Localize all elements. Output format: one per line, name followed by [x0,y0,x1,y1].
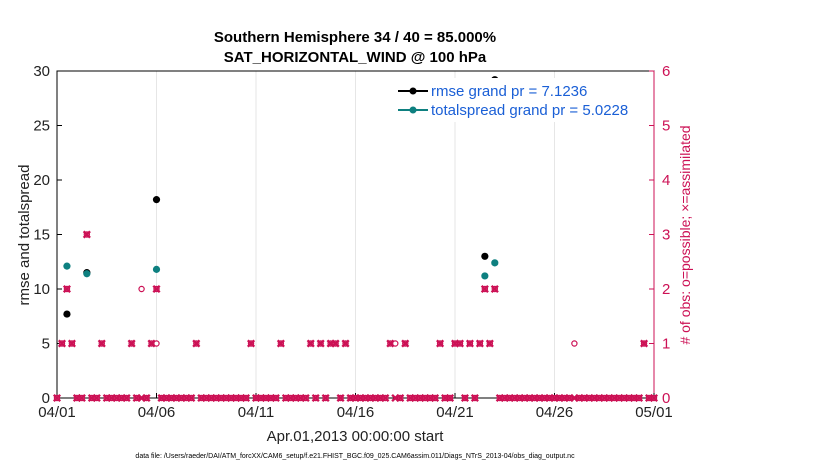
x-tick-label: 04/11 [238,404,274,421]
obs-assimilated-point [640,339,649,348]
obs-assimilated-point [381,393,390,403]
obs-possible-point [392,340,399,347]
totalspread-series [63,259,499,280]
y2-tick-label: 5 [662,118,670,135]
chart-title: Southern Hemisphere 34 / 40 = 85.000% [214,29,496,46]
obs-possible-point [571,340,578,347]
x-axis-label: Apr.01,2013 00:00:00 start [267,428,445,445]
y-tick-label: 0 [42,390,50,407]
y2-tick-label: 1 [662,336,670,353]
obs-assimilated-point [92,393,101,403]
y-tick-label: 10 [33,281,50,298]
data-file-footer: data file: /Users/raeder/DAI/ATM_forcXX/… [135,453,575,460]
x-tick-label: 04/16 [337,404,375,421]
y-tick-label: 5 [42,336,50,353]
legend-spread-label: totalspread grand pr = 5.0228 [431,102,628,119]
y2-tick-label: 2 [662,281,670,298]
obs-assimilated-point [455,339,465,348]
obs-assimilated-point [465,339,474,348]
y2-axis-label: # of obs: o=possible; ×=assimilated [677,125,693,344]
obs-assimilated-point [396,393,405,403]
obs-assimilated-point [386,339,395,348]
rmse-point [152,196,161,204]
obs-assimilated-point [52,393,62,403]
totalspread-point [83,270,91,278]
obs-assimilated-point [480,284,489,294]
y-tick-label: 20 [33,172,50,189]
rmse-point [481,252,489,260]
totalspread-point [63,262,71,270]
y-tick-label: 15 [33,227,50,244]
obs-assimilated-point [97,339,106,348]
obs-assimilated-point [67,339,76,348]
x-tick-label: 04/01 [38,404,76,421]
obs-assimilated-point [82,230,91,239]
obs-assimilated-point [122,393,131,403]
x-tick-label: 04/21 [436,404,474,421]
totalspread-point [491,259,499,267]
obs-possible-point [138,285,145,293]
obs-assimilated-point [192,339,201,348]
y-tick-label: 30 [33,63,50,80]
obs-assimilated-point [321,393,330,403]
obs-assimilated-series [52,230,659,403]
obs-assimilated-point [127,339,136,348]
obs-assimilated-point [271,393,280,403]
y2-tick-label: 3 [662,227,670,244]
obs-assimilated-point [475,339,484,348]
y2-tick-label: 4 [662,172,670,189]
legend-rmse-marker [409,87,417,95]
y2-tick-label: 6 [662,63,670,80]
obs-assimilated-point [276,339,285,348]
obs-assimilated-point [77,393,86,403]
obs-assimilated-point [490,284,499,294]
obs-assimilated-point [336,393,345,403]
obs-assimilated-point [649,393,659,403]
y-tick-label: 25 [33,118,50,135]
x-tick-label: 04/06 [138,404,176,421]
legend-rmse-label: rmse grand pr = 7.1236 [431,83,587,100]
obs-assimilated-point [187,393,196,403]
x-axis: 04/01 04/06 04/11 04/16 04/21 04/26 05/01 [38,393,673,421]
obs-assimilated-point [306,339,315,348]
x-tick-label: 04/26 [536,404,574,421]
obs-assimilated-point [401,339,410,348]
obs-assimilated-point [57,339,67,348]
obs-assimilated-point [635,393,644,403]
y-axis-right: 0 1 2 3 4 5 6 [649,63,670,407]
obs-assimilated-point [147,339,156,348]
obs-assimilated-point [311,393,320,403]
obs-assimilated-point [436,339,445,348]
obs-assimilated-point [246,339,256,348]
obs-assimilated-point [242,393,251,403]
legend: rmse grand pr = 7.1236 totalspread grand… [392,78,652,122]
rmse-point [63,310,71,318]
obs-assimilated-point [341,339,350,348]
totalspread-point [481,272,489,280]
legend-spread-marker [409,106,417,114]
obs-assimilated-point [316,339,325,348]
y-axis-label: rmse and totalspread [16,165,33,306]
legend-box [392,78,652,122]
obs-assimilated-point [445,393,455,403]
obs-possible-point [153,340,160,347]
chart-subtitle: SAT_HORIZONTAL_WIND @ 100 hPa [224,49,487,66]
obs-assimilated-point [152,284,161,294]
obs-assimilated-point [460,393,469,403]
obs-assimilated-point [431,393,440,403]
obs-assimilated-point [62,284,71,294]
x-tick-label: 05/01 [635,404,673,421]
y2-tick-label: 0 [662,390,670,407]
obs-assimilated-point [485,339,494,348]
obs-assimilated-point [331,339,340,348]
obs-assimilated-point [301,393,310,403]
y-axis-left: 0 5 10 15 20 25 30 [33,63,62,407]
totalspread-point [152,265,161,273]
obs-assimilated-point [470,393,479,403]
obs-assimilated-point [142,393,151,403]
